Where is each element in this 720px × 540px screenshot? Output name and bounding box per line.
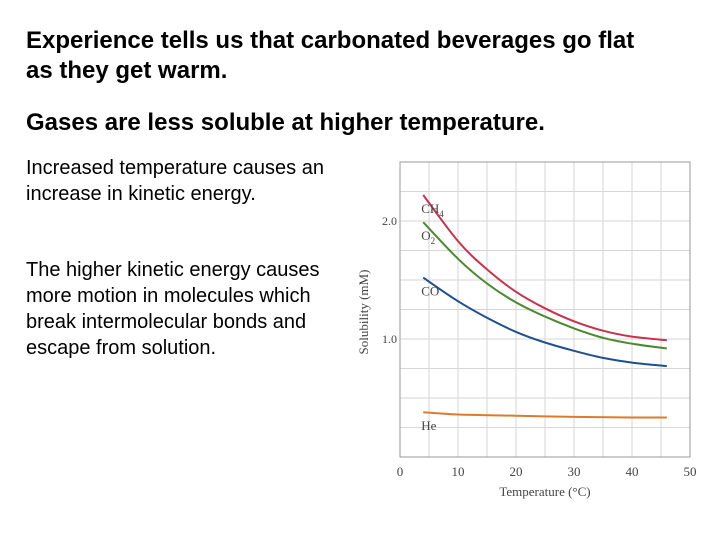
series-label-co: CO (421, 284, 439, 299)
x-tick-label: 30 (568, 464, 581, 479)
solubility-chart: CH4 O2 CO He 0 10 20 30 40 50 1.0 2.0 Temperature … (356, 161, 697, 499)
series-line-ch4 (422, 194, 667, 342)
paragraph-molecule-motion: The higher kinetic energy causes more mo… (26, 259, 320, 359)
series-label-he: He (421, 418, 436, 433)
x-tick-label: 10 (452, 464, 465, 479)
chart-grid (400, 162, 690, 457)
y-axis-title: Solubility (mM) (356, 270, 371, 355)
series-line-he (423, 411, 667, 419)
series-label-ch4: CH4 (421, 201, 444, 219)
chart-frame (399, 161, 691, 458)
slide-heading-1: Experience tells us that carbonated beve… (26, 27, 635, 84)
x-tick-label: 40 (626, 464, 639, 479)
series-line-co (422, 276, 667, 368)
slide-heading-2: Gases are less soluble at higher tempera… (26, 109, 545, 136)
x-axis-title: Temperature (°C) (499, 484, 590, 499)
x-tick-label: 20 (510, 464, 523, 479)
y-tick-label: 2.0 (382, 214, 397, 228)
x-tick-label: 0 (397, 464, 404, 479)
chart-series (422, 194, 667, 419)
x-tick-label: 50 (684, 464, 697, 479)
series-label-o2: O2 (421, 228, 435, 246)
paragraph-kinetic-energy: Increased temperature causes an increase… (26, 157, 324, 205)
y-tick-label: 1.0 (382, 332, 397, 346)
chart-ticks: 0 10 20 30 40 50 1.0 2.0 (382, 214, 697, 479)
series-line-o2 (422, 221, 667, 350)
